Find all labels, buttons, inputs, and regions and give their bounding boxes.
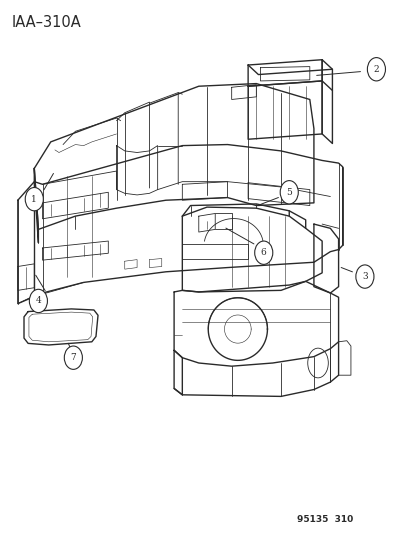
- Circle shape: [280, 181, 298, 204]
- Text: 1: 1: [31, 195, 37, 204]
- Circle shape: [254, 241, 272, 264]
- Text: 6: 6: [260, 248, 266, 257]
- Circle shape: [64, 346, 82, 369]
- Circle shape: [29, 289, 47, 313]
- Circle shape: [25, 188, 43, 211]
- Text: 7: 7: [70, 353, 76, 362]
- Text: 4: 4: [36, 296, 41, 305]
- Circle shape: [366, 58, 385, 81]
- Text: 5: 5: [286, 188, 292, 197]
- Text: 95135  310: 95135 310: [297, 515, 353, 523]
- Text: 2: 2: [373, 64, 378, 74]
- Text: 3: 3: [361, 272, 367, 281]
- Circle shape: [355, 265, 373, 288]
- Text: IAA–310A: IAA–310A: [12, 14, 81, 30]
